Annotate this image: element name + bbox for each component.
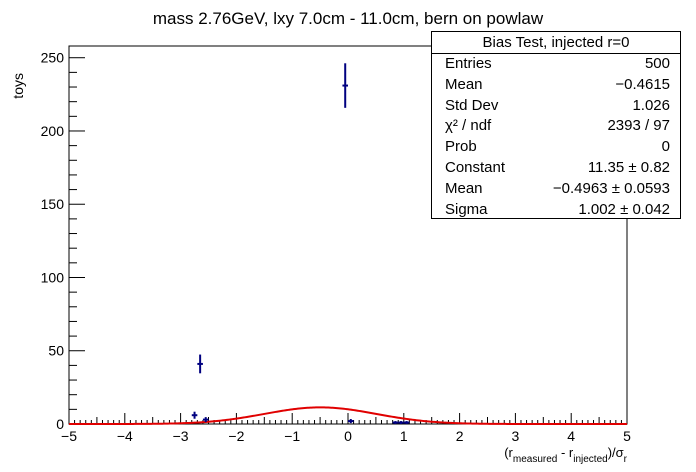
stats-label: Mean [445,179,483,197]
stats-row: Sigma 1.002 ± 0.042 [432,200,680,221]
stats-value: −0.4963 ± 0.0593 [552,179,670,197]
data-point [191,411,198,419]
stats-value: 11.35 ± 0.82 [587,158,670,176]
x-axis-label: (rmeasured - rinjected)/σr [504,445,627,465]
x-tick-label: −4 [117,428,133,444]
data-point [398,421,404,424]
stats-row: Entries 500 [432,54,680,75]
x-tick-label: 1 [400,428,408,444]
stats-row: Constant 11.35 ± 0.82 [432,158,680,179]
stats-label: Prob [445,138,477,156]
y-tick-label: 250 [41,50,65,66]
data-point [348,419,354,424]
gaussian-fit-curve [69,406,627,425]
stats-box: Bias Test, injected r=0 Entries 500 Mean −0… [431,31,681,219]
stats-label: Std Dev [445,96,499,114]
x-tick-label: −3 [173,428,189,444]
stats-box-title: Bias Test, injected r=0 [432,32,680,54]
data-point [392,421,399,424]
data-point [197,354,203,374]
stats-value: −0.4615 [615,75,670,93]
stats-label: χ² / ndf [445,117,492,135]
y-tick-label: 150 [41,196,65,212]
y-tick-label: 200 [41,123,65,139]
data-point [403,421,410,424]
stats-label: Mean [445,75,483,93]
y-tick-label: 100 [41,269,65,285]
stats-value: 0 [661,138,670,156]
x-tick-label: 4 [567,428,575,444]
stats-value: 500 [644,55,670,72]
stats-value: 1.002 ± 0.042 [578,200,670,218]
stats-row: Mean −0.4615 [432,75,680,96]
x-tick-label: −1 [284,428,300,444]
y-axis-label: toys [10,73,26,99]
stats-label: Sigma [445,200,488,218]
y-tick-label: 50 [48,343,64,359]
stats-value: 2393 / 97 [607,117,670,135]
x-tick-label: −5 [61,428,77,444]
data-point [202,417,209,423]
x-tick-label: 3 [512,428,520,444]
x-tick-label: 5 [623,428,631,444]
stats-label: Entries [445,55,492,72]
stats-value: 1.026 [632,96,670,114]
stats-row: Mean −0.4963 ± 0.0593 [432,179,680,200]
x-tick-label: 2 [456,428,464,444]
x-tick-label: 0 [344,428,352,444]
y-tick-label: 0 [56,416,64,432]
chart-title: mass 2.76GeV, lxy 7.0cm - 11.0cm, bern o… [153,9,544,28]
stats-label: Constant [445,158,506,176]
stats-row: Std Dev 1.026 [432,96,680,117]
data-point [342,63,348,108]
stats-row: χ² / ndf 2393 / 97 [432,116,680,137]
x-tick-label: −2 [228,428,244,444]
stats-row: Prob 0 [432,137,680,158]
